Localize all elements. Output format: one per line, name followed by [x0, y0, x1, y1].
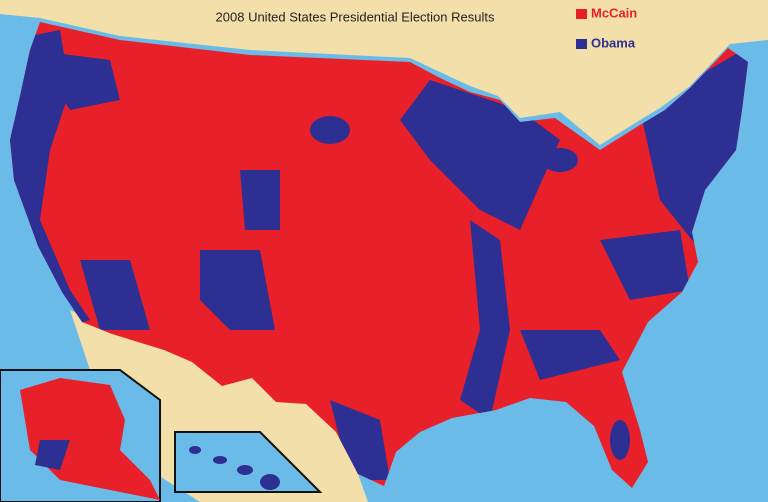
hawaii: [189, 446, 280, 490]
southern-california: [80, 260, 150, 330]
hawaii-island: [213, 456, 227, 464]
county-cluster: [542, 148, 578, 172]
hawaii-inset: [174, 431, 323, 493]
legend-label: McCain: [591, 5, 637, 20]
legend-label: Obama: [591, 35, 636, 50]
legend-swatch: [576, 39, 587, 49]
new-mexico: [200, 250, 275, 330]
virginia: [600, 230, 690, 300]
hawaii-island: [237, 465, 253, 475]
alaska: [20, 378, 160, 500]
canada: [0, 0, 768, 145]
mississippi: [460, 220, 510, 420]
map-title: 2008 United States Presidential Election…: [216, 9, 495, 24]
county-cluster: [310, 116, 350, 144]
hawaii-island: [260, 474, 280, 490]
black-belt: [520, 330, 620, 380]
legend-swatch: [576, 9, 587, 19]
colorado: [240, 170, 280, 230]
county-cluster: [610, 420, 630, 460]
pacific-northwest: [30, 50, 120, 110]
alaska-obama: [35, 440, 70, 470]
hawaii-island: [189, 446, 201, 454]
